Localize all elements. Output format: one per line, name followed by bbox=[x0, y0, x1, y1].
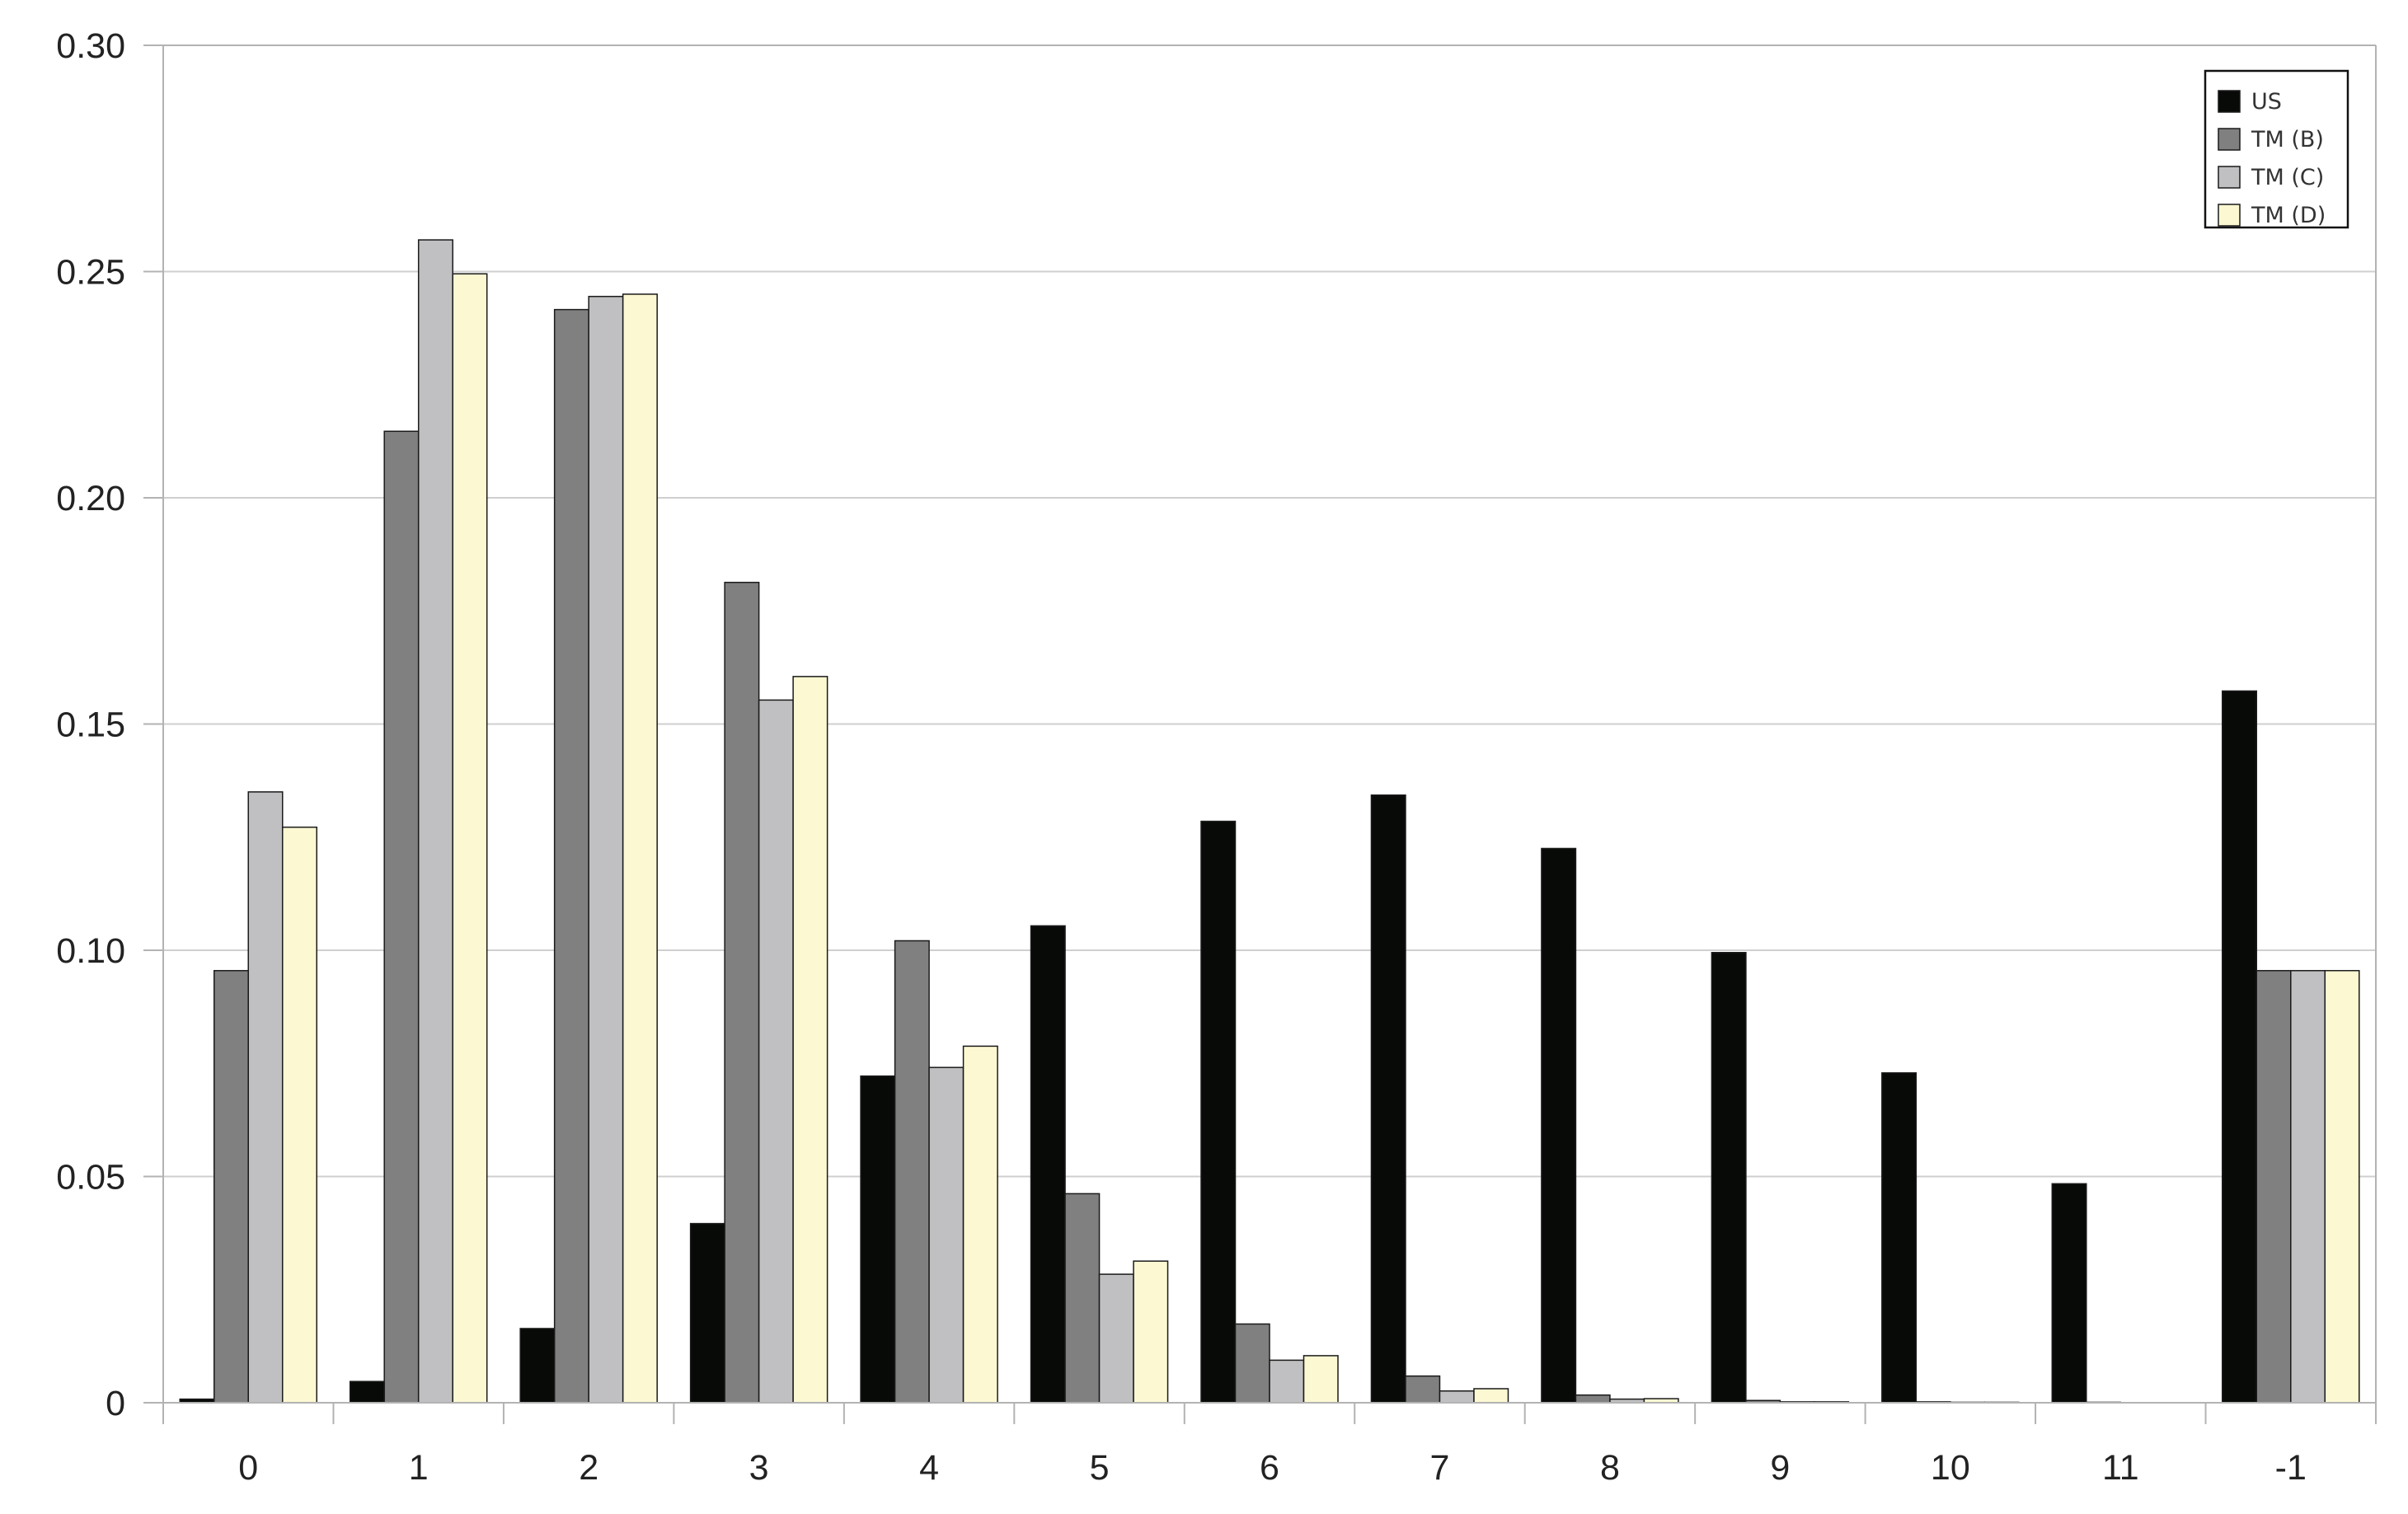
bar bbox=[962, 1045, 998, 1404]
bar bbox=[1269, 1359, 1305, 1404]
bar bbox=[213, 969, 249, 1404]
bar bbox=[860, 1075, 896, 1404]
bar bbox=[894, 940, 930, 1404]
bar bbox=[349, 1380, 385, 1404]
x-tick-label: -1 bbox=[2275, 1448, 2307, 1488]
axes: 0 0.05 0.10 0.15 0.20 0.25 0.30 0 1 2 3 4 5 6 7 8 9 10 11 -… bbox=[56, 26, 2377, 1488]
bar bbox=[1133, 1260, 1169, 1404]
bar bbox=[247, 791, 284, 1404]
bar bbox=[928, 1066, 965, 1404]
legend-label: US bbox=[2251, 89, 2282, 115]
y-tick-label: 0 bbox=[106, 1384, 125, 1423]
bar bbox=[2324, 969, 2360, 1404]
bars bbox=[179, 239, 2360, 1404]
bar bbox=[1881, 1072, 1917, 1404]
bar bbox=[1370, 794, 1406, 1404]
bar bbox=[519, 1328, 556, 1404]
x-tick-label: 0 bbox=[238, 1448, 258, 1488]
x-tick-label: 6 bbox=[1260, 1448, 1279, 1488]
bar bbox=[622, 293, 658, 1404]
x-tick-label: 3 bbox=[749, 1448, 769, 1488]
grid-lines bbox=[163, 45, 2376, 1178]
legend-label: TM (D) bbox=[2251, 203, 2326, 228]
bar bbox=[1439, 1390, 1475, 1404]
bar bbox=[281, 826, 317, 1404]
x-tick-label: 10 bbox=[1931, 1448, 1970, 1488]
legend-label: TM (C) bbox=[2251, 165, 2324, 190]
bar bbox=[1064, 1193, 1101, 1404]
x-tick-label: 5 bbox=[1090, 1448, 1110, 1488]
bar bbox=[1234, 1323, 1270, 1404]
x-tick-label: 9 bbox=[1770, 1448, 1790, 1488]
bar bbox=[588, 295, 624, 1404]
x-tick-label: 1 bbox=[409, 1448, 429, 1488]
legend-label: TM (B) bbox=[2251, 127, 2324, 152]
bar bbox=[383, 430, 420, 1404]
x-tick-label: 7 bbox=[1430, 1448, 1450, 1488]
bar bbox=[792, 676, 828, 1404]
bar bbox=[1473, 1388, 1509, 1404]
x-tick-label: 2 bbox=[579, 1448, 598, 1488]
x-tick-label: 4 bbox=[919, 1448, 939, 1488]
legend-swatch bbox=[2218, 166, 2241, 189]
bar bbox=[1541, 847, 1577, 1404]
legend: US TM (B) TM (C) TM (D) bbox=[2204, 69, 2349, 229]
bar bbox=[724, 581, 760, 1404]
y-tick-label: 0.25 bbox=[56, 253, 125, 293]
bar bbox=[2255, 969, 2292, 1404]
bar bbox=[452, 273, 488, 1404]
y-tick-label: 0.20 bbox=[56, 479, 125, 518]
bar bbox=[689, 1222, 725, 1404]
bar bbox=[553, 308, 589, 1404]
bar bbox=[2290, 969, 2326, 1404]
legend-swatch bbox=[2218, 90, 2241, 113]
bar bbox=[1405, 1375, 1441, 1404]
bar bbox=[417, 239, 453, 1404]
bar bbox=[1200, 820, 1237, 1404]
bar bbox=[1575, 1394, 1611, 1404]
x-tick-label: 11 bbox=[2102, 1448, 2139, 1488]
bar bbox=[1711, 951, 1747, 1404]
bar bbox=[1098, 1273, 1134, 1404]
bar bbox=[2051, 1183, 2087, 1404]
bar bbox=[1303, 1355, 1339, 1404]
legend-swatch bbox=[2218, 128, 2241, 151]
y-tick-label: 0.30 bbox=[56, 26, 125, 66]
bar bbox=[758, 699, 794, 1404]
legend-swatch bbox=[2218, 204, 2241, 227]
bar bbox=[2222, 690, 2258, 1404]
x-tick-label: 8 bbox=[1600, 1448, 1620, 1488]
bar bbox=[1030, 925, 1066, 1404]
y-tick-label: 0.05 bbox=[56, 1158, 125, 1198]
y-tick-label: 0.10 bbox=[56, 931, 125, 971]
y-tick-label: 0.15 bbox=[56, 705, 125, 745]
